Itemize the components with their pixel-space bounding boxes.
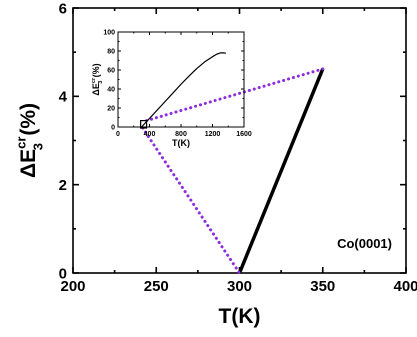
main-y-tick-label: 0	[59, 265, 67, 282]
inset-plot-frame	[117, 31, 245, 128]
inset-x-tick-label: 0	[116, 131, 120, 138]
inset-x-tick-label: 800	[175, 131, 187, 138]
inset-chart: 0 400 800 1200 1600 0 20 40 60 80 100 T(K) ΔEcr3(%)	[91, 29, 252, 148]
main-x-axis-title: T(K)	[219, 305, 261, 328]
inset-x-tick-label: 1600	[236, 131, 252, 138]
inset-y-tick-label: 20	[107, 105, 115, 112]
main-y-tick-label: 6	[59, 0, 67, 17]
main-x-tick-label: 200	[60, 278, 85, 295]
inset-zoom-box	[140, 120, 148, 129]
main-x-tick-label: 300	[227, 278, 252, 295]
inset-x-axis-title: T(K)	[172, 138, 190, 148]
inset-x-tick-label: 1200	[205, 131, 221, 138]
main-data-series-line	[237, 68, 325, 274]
zoom-line-upper	[145, 67, 325, 123]
inset-y-tick-label: 60	[107, 67, 115, 74]
zoom-line-lower	[141, 126, 241, 275]
inset-y-tick-label: 80	[107, 48, 115, 55]
main-plot-frame	[72, 7, 407, 274]
sample-label: Co(0001)	[337, 236, 392, 251]
main-y-axis-title: ΔEcr 3(%)	[14, 103, 46, 178]
inset-y-axis-title: ΔEcr3(%)	[91, 63, 104, 95]
inset-x-tick-label: 400	[144, 131, 156, 138]
main-x-tick-label: 250	[144, 278, 169, 295]
main-y-tick-label: 4	[59, 89, 68, 106]
main-x-tick-label: 400	[393, 278, 417, 295]
main-x-tick-label: 350	[310, 278, 335, 295]
inset-y-tick-label: 40	[107, 86, 115, 93]
zoom-connector-lines	[141, 67, 325, 275]
main-y-tick-label: 2	[59, 177, 67, 194]
inset-y-tick-label: 100	[103, 29, 115, 36]
inset-data-series-line	[141, 52, 227, 128]
inset-y-tick-label: 0	[111, 124, 115, 131]
